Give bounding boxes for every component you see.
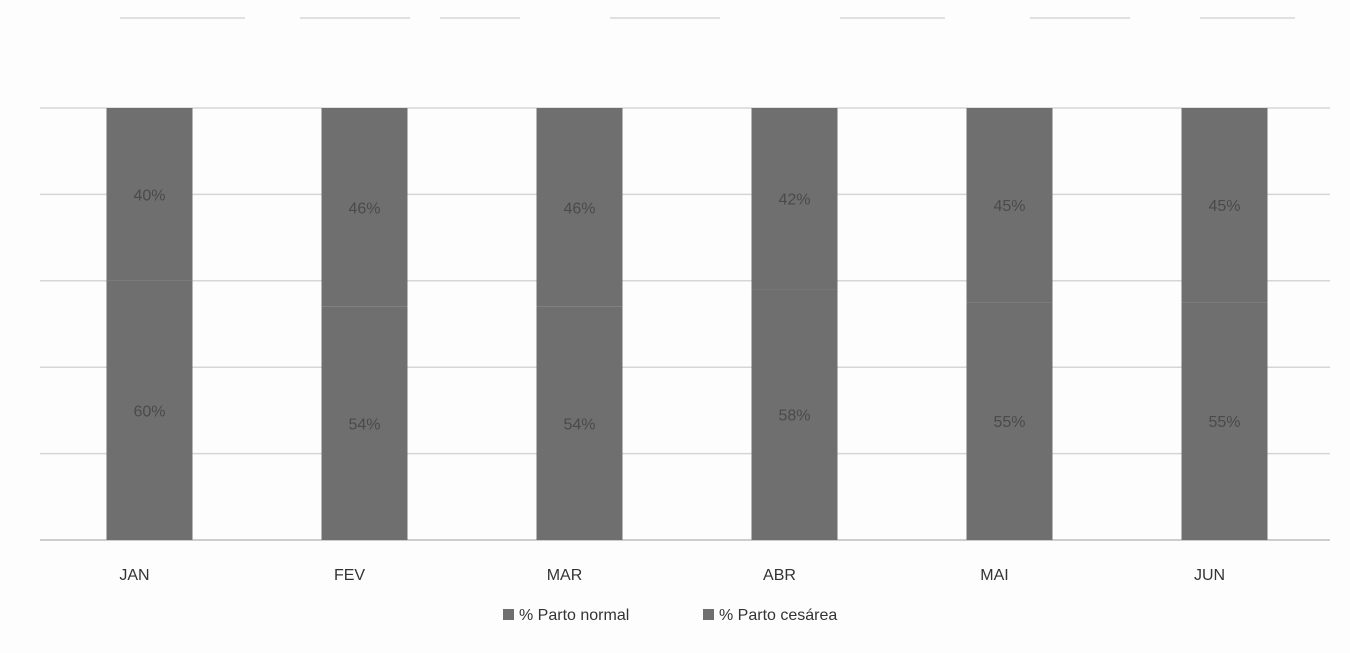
data-label-jan-series-0: 60% — [133, 403, 165, 420]
gridlines — [40, 107, 1330, 541]
data-label-abr-series-0: 58% — [778, 408, 810, 425]
bars-group — [106, 108, 1268, 540]
x-tick-label: MAR — [547, 567, 583, 584]
x-tick-label: ABR — [763, 567, 796, 584]
data-label-jun-series-1: 45% — [1208, 198, 1240, 215]
x-tick-label: FEV — [334, 567, 365, 584]
data-label-jan-series-1: 40% — [133, 187, 165, 204]
bar-jan-series-1 — [106, 108, 193, 281]
data-label-mai-series-1: 45% — [993, 198, 1025, 215]
data-label-jun-series-0: 55% — [1208, 414, 1240, 431]
data-label-mar-series-0: 54% — [563, 416, 595, 433]
bar-jan-series-0 — [106, 280, 193, 540]
bar-mai-series-0 — [966, 302, 1053, 540]
data-label-abr-series-1: 42% — [778, 192, 810, 209]
data-label-mai-series-0: 55% — [993, 414, 1025, 431]
data-labels-group: 60% 40% 54% 46% 54% 46% 58% 42% 55% 45% 55% 45% — [133, 187, 1240, 433]
legend-swatch — [503, 609, 514, 620]
bar-fev-series-1 — [321, 108, 408, 307]
bar-mar-series-0 — [536, 306, 623, 540]
x-tick-label: JUN — [1194, 567, 1225, 584]
data-label-mar-series-1: 46% — [563, 200, 595, 217]
x-tick-label: JAN — [119, 567, 149, 584]
legend-label: % Parto normal — [519, 607, 629, 624]
data-label-fev-series-1: 46% — [348, 200, 380, 217]
bar-abr-series-0 — [751, 289, 838, 540]
bar-mar-series-1 — [536, 108, 623, 307]
bar-jun-series-0 — [1181, 302, 1268, 540]
bar-fev-series-0 — [321, 306, 408, 540]
data-label-fev-series-0: 54% — [348, 416, 380, 433]
x-tick-label: MAI — [980, 567, 1008, 584]
bar-mai-series-1 — [966, 108, 1053, 303]
x-axis-ticks: JAN FEV MAR ABR MAI JUN — [119, 567, 1225, 584]
legend-label: % Parto cesárea — [719, 607, 837, 624]
legend-swatch — [703, 609, 714, 620]
bar-abr-series-1 — [751, 108, 838, 290]
bar-jun-series-1 — [1181, 108, 1268, 303]
legend: % Parto normal % Parto cesárea — [503, 607, 837, 624]
